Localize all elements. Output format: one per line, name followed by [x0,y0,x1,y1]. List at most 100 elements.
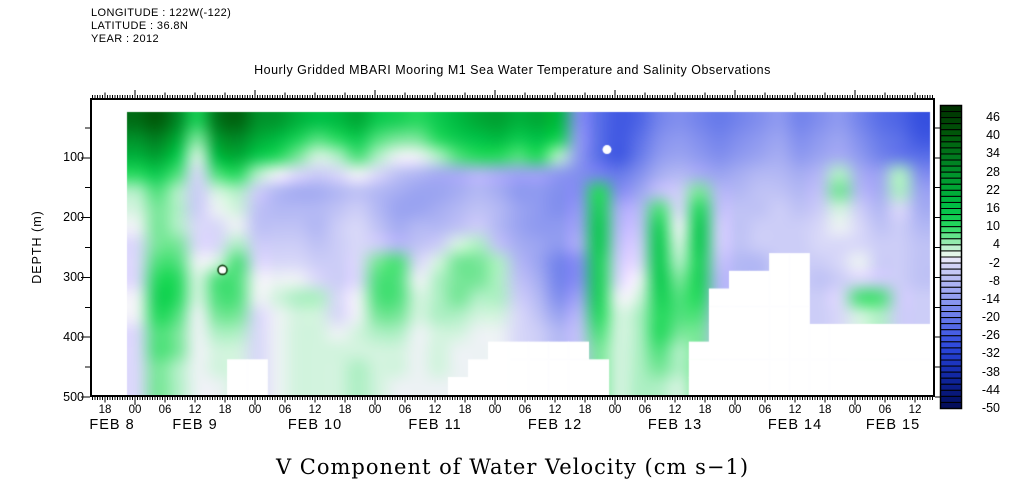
y-tick-label: 300 [63,269,84,284]
x-hour-label: 00 [848,404,862,416]
colorbar-segment [940,171,962,179]
colorbar-segment [940,359,962,367]
colorbar-tick-label: -2 [988,255,1000,270]
x-hour-label: 18 [98,404,112,416]
x-hour-label: 12 [188,404,202,416]
x-hour-label: 00 [608,404,622,416]
x-hour-label: 18 [218,404,232,416]
colorbar-segment [940,232,962,240]
colorbar-segment [940,244,962,252]
colorbar-tick-label: -20 [981,310,1000,325]
x-day-label: FEB 9 [172,417,218,433]
colorbar-segment [940,323,962,331]
colorbar-segment [940,311,962,319]
colorbar-tick-label: -26 [981,328,1000,343]
colorbar-frame [939,104,963,410]
colorbar-segment [940,238,962,246]
colorbar-segment [940,189,962,197]
footer-title: V Component of Water Velocity (cm s−1) [275,455,750,479]
x-day-label: FEB 15 [865,417,921,433]
colorbar-segment [940,383,962,391]
colorbar-segment [940,165,962,173]
plot-title: Hourly Gridded MBARI Mooring M1 Sea Wate… [254,63,771,77]
x-hour-label: 06 [518,404,532,416]
x-hour-label: 12 [548,404,562,416]
colorbar-segment [940,159,962,167]
y-tick-label: 200 [63,210,84,225]
colorbar-segment [940,129,962,137]
colorbar-segment [940,341,962,349]
x-day-label: FEB 13 [647,417,703,433]
header-longitude: LONGITUDE : 122W(-122) [91,7,232,19]
colorbar-segment [940,292,962,300]
colorbar-segment [940,347,962,355]
x-hour-label: 06 [398,404,412,416]
colorbar-tick-label: -44 [981,382,1000,397]
x-hour-label: 06 [278,404,292,416]
colorbar-segment [940,226,962,234]
y-tick-label: 500 [63,389,84,404]
y-tick-label: 400 [63,329,84,344]
x-day-label: FEB 11 [408,417,462,433]
colorbar-segment [940,335,962,343]
colorbar-segment [940,298,962,306]
colorbar-tick-label: -8 [988,273,1000,288]
x-hour-label: 18 [338,404,352,416]
colorbar-tick-label: -32 [981,346,1000,361]
colorbar-tick-label: 34 [986,146,1000,161]
colorbar-segment [940,123,962,131]
colorbar-segment [940,201,962,210]
x-day-label: FEB 10 [287,417,343,433]
colorbar-tick-label: 22 [986,182,1000,197]
header-latitude: LATITUDE : 36.8N [91,20,189,32]
colorbar-tick-label: 16 [986,201,1000,216]
colorbar-segment [940,286,962,294]
x-hour-label: 18 [458,404,472,416]
heatmap-canvas [92,100,933,395]
x-hour-label: 00 [728,404,742,416]
x-hour-label: 06 [878,404,892,416]
x-hour-label: 12 [788,404,802,416]
x-hour-label: 18 [698,404,712,416]
colorbar-segment [940,195,962,203]
colorbar-segment [940,117,962,125]
x-hour-label: 00 [248,404,262,416]
colorbar [939,104,963,410]
colorbar-segment [940,214,962,222]
colorbar-tick-label: 46 [986,110,1000,125]
header-year: YEAR : 2012 [91,33,159,45]
x-hour-label: 00 [488,404,502,416]
colorbar-tick-label: 28 [986,164,1000,179]
colorbar-segment [940,395,962,403]
colorbar-segment [940,389,962,397]
colorbar-segment [940,183,962,191]
colorbar-segment [940,250,962,258]
colorbar-segment [940,353,962,361]
colorbar-segment [940,111,962,119]
x-hour-label: 18 [578,404,592,416]
colorbar-segment [940,177,962,185]
colorbar-segment [940,220,962,228]
colorbar-segment [940,365,962,373]
colorbar-segment [940,317,962,325]
colorbar-tick-label: 10 [986,219,1000,234]
colorbar-tick-label: 40 [986,128,1000,143]
colorbar-segment [940,105,962,113]
colorbar-segment [940,135,962,143]
x-hour-label: 00 [128,404,142,416]
x-hour-label: 12 [908,404,922,416]
colorbar-segment [940,280,962,288]
colorbar-tick-label: -38 [981,364,1000,379]
colorbar-segment [940,274,962,282]
colorbar-segment [940,268,962,276]
x-hour-label: 12 [428,404,442,416]
header-block: LONGITUDE : 122W(-122) LATITUDE : 36.8N … [91,7,231,46]
colorbar-segment [940,329,962,337]
colorbar-segment [940,153,962,161]
colorbar-segment [940,304,962,313]
x-hour-label: 18 [818,404,832,416]
x-hour-label: 06 [638,404,652,416]
colorbar-segment [940,377,962,385]
colorbar-segment [940,371,962,379]
